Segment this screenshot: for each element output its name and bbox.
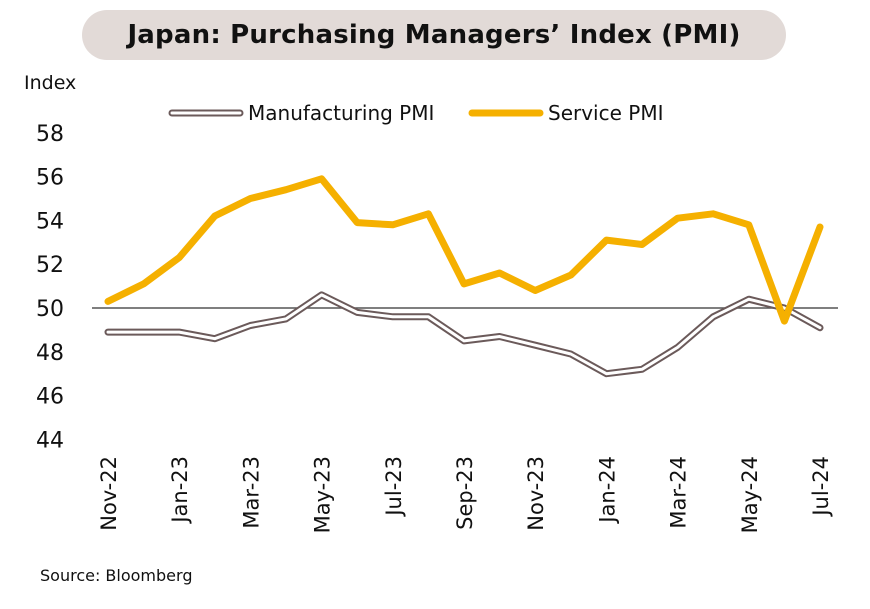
y-tick-label: 46 <box>36 385 64 410</box>
chart-title: Japan: Purchasing Managers’ Index (PMI) <box>127 20 741 50</box>
y-tick-label: 58 <box>36 122 64 147</box>
y-tick-label: 44 <box>36 428 64 453</box>
x-tick-label: Jan-23 <box>168 456 192 525</box>
x-tick-label: May-24 <box>738 456 762 533</box>
y-axis-label: Index <box>24 72 77 94</box>
x-tick-label: Sep-23 <box>453 456 477 530</box>
x-tick-label: Mar-23 <box>239 456 263 529</box>
y-tick-label: 52 <box>36 253 64 278</box>
service-pmi-line <box>104 175 824 325</box>
x-tick-label: Nov-23 <box>524 456 548 531</box>
y-tick-label: 48 <box>36 341 64 366</box>
x-tick-label: Nov-22 <box>97 456 121 531</box>
manufacturing-pmi-line-inner <box>106 293 822 376</box>
y-tick-label: 54 <box>36 209 64 234</box>
source-note: Source: Bloomberg <box>40 566 193 585</box>
y-tick-label: 50 <box>36 297 64 322</box>
x-tick-label: May-23 <box>311 456 335 533</box>
x-tick-label: Jul-24 <box>809 456 833 518</box>
manufacturing-pmi-line-outline <box>104 291 824 378</box>
x-tick-label: Mar-24 <box>667 456 691 529</box>
chart-title-banner: Japan: Purchasing Managers’ Index (PMI) <box>82 10 786 60</box>
legend-service-pmi-label: Service PMI <box>548 101 664 125</box>
y-tick-label: 56 <box>36 166 64 191</box>
x-tick-label: Jan-24 <box>595 456 619 525</box>
legend-manufacturing-pmi-label: Manufacturing PMI <box>248 101 434 125</box>
x-tick-label: Jul-23 <box>382 456 406 518</box>
